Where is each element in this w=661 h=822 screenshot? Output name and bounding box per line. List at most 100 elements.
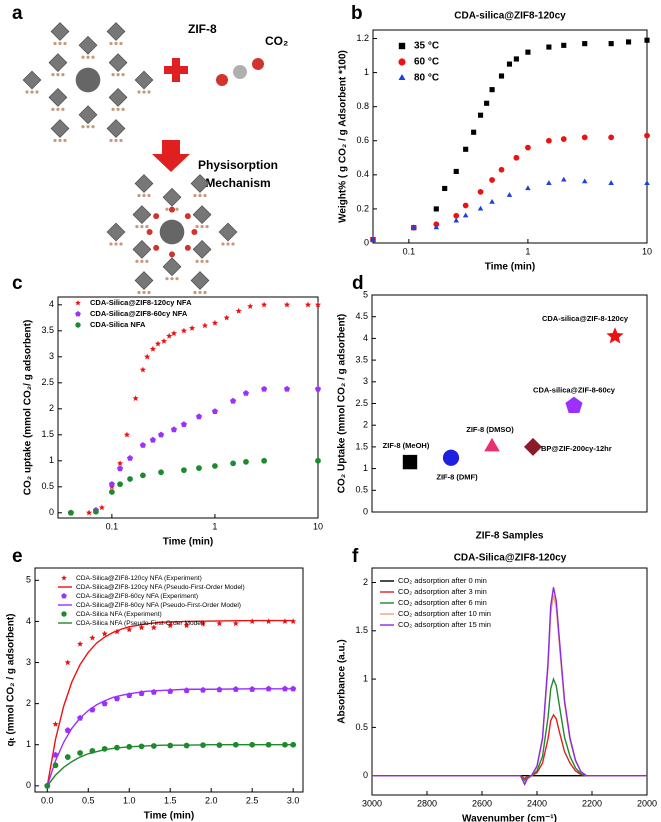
plot-frame xyxy=(371,567,648,796)
framework-atom xyxy=(137,90,141,94)
framework-atom xyxy=(109,138,113,143)
legend-label: CDA-Silica@ZIF8-60cy NFA (Pseudo-First-O… xyxy=(76,602,241,609)
y-tick-label: 1 xyxy=(363,673,368,683)
marker xyxy=(498,166,505,173)
x-axis-title: Time (min) xyxy=(163,537,213,548)
marker xyxy=(89,634,96,641)
framework-atom xyxy=(109,242,113,246)
framework-atom xyxy=(140,225,144,229)
framework-unit xyxy=(106,119,126,138)
x-axis-title: Wavenumber (cm⁻¹) xyxy=(462,814,557,822)
marker xyxy=(196,465,202,471)
framework-atom xyxy=(205,225,209,229)
marker xyxy=(433,224,440,230)
x-tick-label: 1 xyxy=(525,246,530,256)
framework-unit xyxy=(132,239,152,259)
framework-atom xyxy=(111,73,115,77)
framework-unit xyxy=(218,222,238,242)
framework-atom xyxy=(25,90,29,94)
legend-label: CO₂ adsorption after 6 min xyxy=(398,598,487,607)
y-tick-label: 5 xyxy=(26,575,31,585)
framework-atom xyxy=(147,290,151,295)
marker xyxy=(232,620,239,627)
series-line xyxy=(46,688,294,787)
framework-atom xyxy=(195,259,199,263)
legend-marker xyxy=(61,575,67,581)
framework-unit xyxy=(134,271,154,290)
marker xyxy=(199,620,207,627)
framework-atom xyxy=(231,242,235,246)
marker xyxy=(606,327,624,344)
x-tick-label: 3.0 xyxy=(287,795,300,805)
framework-atom xyxy=(119,41,123,46)
marker xyxy=(582,41,588,47)
framework-atom xyxy=(145,259,149,263)
framework-atom xyxy=(114,138,118,143)
y-tick-label: 2.5 xyxy=(355,398,368,408)
y-axis-title: CO₂ Uptake (mmol CO₂ / g adsorbent) xyxy=(337,314,348,493)
framework-atom xyxy=(63,41,67,46)
legend-marker xyxy=(61,611,67,617)
marker xyxy=(77,640,84,647)
panel-label: b xyxy=(351,3,363,24)
y-tick-label: 1.2 xyxy=(356,33,369,43)
guest-atom xyxy=(169,206,175,213)
marker xyxy=(101,630,108,637)
framework-unit xyxy=(78,35,98,55)
framework-atom xyxy=(121,107,125,111)
framework-atom xyxy=(147,90,151,94)
y-tick-label: 0.6 xyxy=(356,135,369,145)
framework-unit xyxy=(190,174,210,193)
framework-atom xyxy=(198,193,202,198)
framework-atom xyxy=(221,242,225,246)
legend-label: CO₂ adsorption after 10 min xyxy=(398,609,491,618)
y-axis-title: Weight% ( g CO₂ / g Adsorbent *100) xyxy=(338,50,349,223)
guest-atom xyxy=(146,229,153,235)
marker xyxy=(149,436,156,443)
marker xyxy=(223,314,230,321)
legend-label: CDA-Silica NFA xyxy=(90,320,146,329)
marker xyxy=(167,622,174,629)
series-line xyxy=(372,713,647,780)
legend-marker xyxy=(398,74,406,80)
framework-atom xyxy=(35,90,39,94)
marker xyxy=(183,622,190,629)
x-tick-label: 2200 xyxy=(582,798,602,808)
marker xyxy=(52,762,59,769)
framework-atom xyxy=(142,290,146,295)
marker xyxy=(560,136,567,142)
marker xyxy=(524,437,542,456)
marker xyxy=(489,87,495,93)
marker xyxy=(546,180,552,185)
marker xyxy=(230,397,237,404)
marker xyxy=(546,137,552,144)
marker xyxy=(453,217,459,223)
framework-unit xyxy=(48,53,68,73)
marker xyxy=(160,338,167,344)
marker xyxy=(211,408,218,414)
marker xyxy=(304,301,312,308)
marker xyxy=(498,73,505,79)
marker xyxy=(581,178,588,184)
x-tick-label: 10 xyxy=(313,521,323,531)
framework-unit xyxy=(78,105,98,125)
marker xyxy=(201,322,208,329)
marker xyxy=(123,431,130,438)
framework-unit xyxy=(162,257,182,277)
y-tick-label: 0 xyxy=(49,507,54,517)
framework-unit xyxy=(106,222,126,242)
framework-unit xyxy=(192,205,212,225)
marker xyxy=(144,353,151,360)
y-tick-label: 1.5 xyxy=(41,429,54,439)
marker xyxy=(261,301,268,308)
x-tick-label: 3000 xyxy=(362,798,382,808)
panel-label: e xyxy=(12,546,23,567)
legend-marker xyxy=(61,593,67,599)
y-tick-label: 4.5 xyxy=(355,311,368,321)
marker xyxy=(117,481,123,488)
marker xyxy=(261,457,267,464)
legend-label: CO₂ adsorption after 0 min xyxy=(398,576,487,585)
marker xyxy=(242,390,250,396)
framework-atom xyxy=(51,73,55,77)
marker xyxy=(126,455,134,461)
